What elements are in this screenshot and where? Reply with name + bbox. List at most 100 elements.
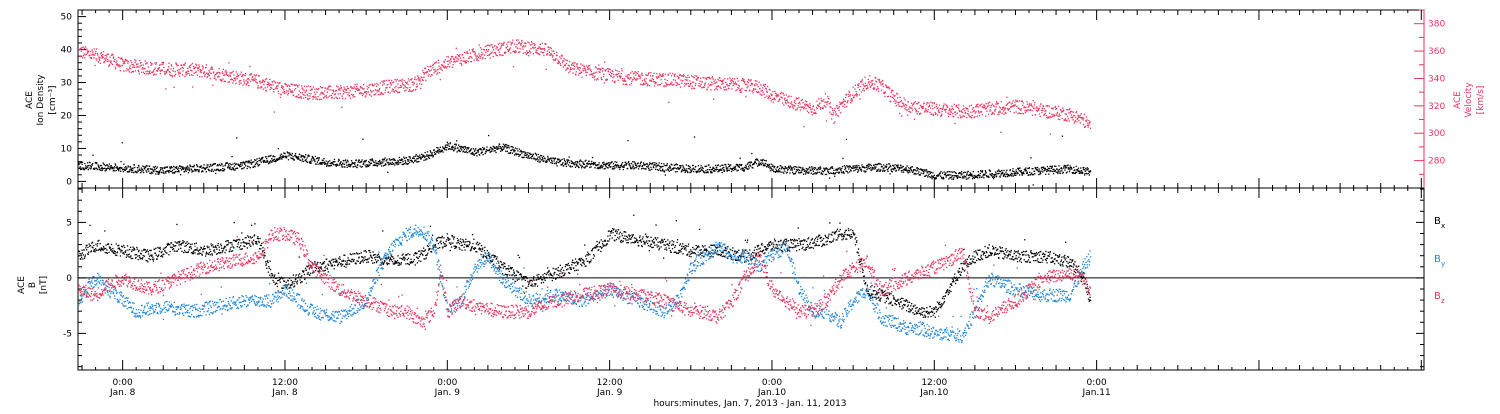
velocity-series-point [328,96,329,97]
density-series-point [269,162,270,163]
velocity-series-point [998,112,999,113]
velocity-series-point [456,61,457,62]
density-series-point [431,153,432,154]
density-series-point [84,169,85,170]
velocity-series-point [833,123,834,124]
density-series-point [465,147,466,148]
velocity-series-point [351,94,352,95]
velocity-series-point [139,60,140,61]
velocity-series-point [306,89,307,90]
velocity-series-point [231,72,232,73]
density-series-point [661,166,662,167]
velocity-series-point [140,62,141,63]
velocity-series-point [637,78,638,79]
velocity-series-point [176,64,177,65]
velocity-series-point [826,102,827,103]
velocity-series-point [545,44,546,45]
velocity-series-point [191,70,192,71]
velocity-series-point [786,94,787,95]
velocity-series-point [625,81,626,82]
density-series-point [227,162,228,163]
velocity-series-point [353,94,354,95]
density-series-point [149,173,150,174]
velocity-series-point [487,51,488,52]
density-series-point [685,172,686,173]
density-series-point [468,147,469,148]
density-series-point [594,167,595,168]
density-series-point [527,154,528,155]
density-series-point [761,162,762,163]
density-series-point [152,169,153,170]
velocity-series-point [128,69,129,70]
velocity-series-point [173,87,174,88]
velocity-series-point [608,71,609,72]
velocity-series-point [760,84,761,85]
density-series-point [734,169,735,170]
velocity-series-point [308,99,309,100]
velocity-series-point [788,105,789,106]
velocity-series-point [1049,113,1050,114]
density-series-point [756,163,757,164]
velocity-series-point [1028,106,1029,107]
velocity-series-point [560,63,561,64]
density-series-point [622,167,623,168]
velocity-series-point [323,94,324,95]
velocity-series-point [391,84,392,85]
density-series-point [603,162,604,163]
density-series-point [580,160,581,161]
density-series-point [147,165,148,166]
density-series-point [828,172,829,173]
density-series-point [304,157,305,158]
velocity-series-point [612,71,613,72]
velocity-series-point [182,74,183,75]
velocity-series-point [727,78,728,79]
velocity-series-point [273,89,274,90]
velocity-series-point [749,90,750,91]
density-series-point [659,168,660,169]
density-series-point [632,167,633,168]
velocity-series-point [826,104,827,105]
velocity-series-point [378,94,379,95]
density-series-point [520,154,521,155]
density-series-point [609,165,610,166]
velocity-series-point [757,86,758,87]
velocity-series-point [809,103,810,104]
density-series-point [614,167,615,168]
density-series-point [257,161,258,162]
velocity-series-point [265,87,266,88]
velocity-series-point [417,75,418,76]
velocity-series-point [785,103,786,104]
density-series-point [209,170,210,171]
velocity-series-point [784,98,785,99]
velocity-series-point [264,81,265,82]
density-series-point [957,177,958,178]
velocity-series-point [878,91,879,92]
velocity-series-point [345,98,346,99]
density-series-point [247,166,248,167]
velocity-series-point [172,76,173,77]
density-series-point [801,172,802,173]
density-series-point [228,164,229,165]
density-series-point [191,169,192,170]
velocity-series-point [419,83,420,84]
density-series-point [948,178,949,179]
velocity-series-point [1028,110,1029,111]
velocity-series-point [711,82,712,83]
velocity-series-point [107,61,108,62]
density-series-point [953,177,954,178]
velocity-series-point [494,45,495,46]
velocity-series-point [962,112,963,113]
velocity-series-point [646,83,647,84]
density-series-point [831,173,832,174]
density-series-point [566,159,567,160]
velocity-series-point [498,44,499,45]
density-series-point [773,171,774,172]
velocity-series-point [1000,107,1001,108]
density-series-point [547,156,548,157]
density-series-point [117,166,118,167]
density-series-point [799,170,800,171]
velocity-series-point [699,81,700,82]
density-series-point [983,177,984,178]
velocity-series-point [935,112,936,113]
velocity-series-point [594,76,595,77]
